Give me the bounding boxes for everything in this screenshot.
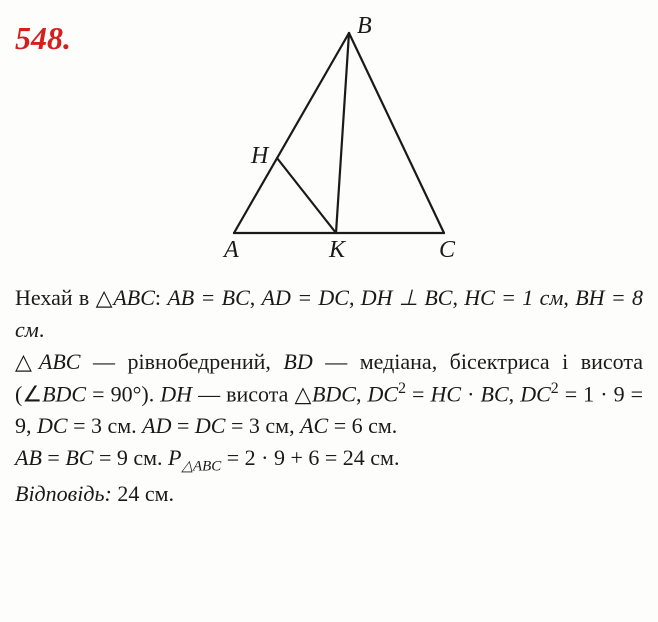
bc: BC <box>481 381 509 406</box>
svg-text:K: K <box>328 237 347 263</box>
t: , <box>452 285 464 310</box>
t: Нехай в △ <box>15 285 113 310</box>
t: = <box>42 445 65 470</box>
eq: AB = BC <box>167 285 249 310</box>
answer-value: 24 см. <box>117 481 174 506</box>
dc: DC <box>368 381 399 406</box>
t: · <box>461 381 480 406</box>
P: P <box>168 445 181 470</box>
t: , <box>250 285 262 310</box>
sq: 2 <box>551 380 559 397</box>
dc: DC <box>520 381 551 406</box>
svg-text:A: A <box>222 237 239 263</box>
t: — рівнобедрений, <box>80 349 283 374</box>
t: = 2 · 9 + 6 = 24 см. <box>221 445 399 470</box>
triangle-svg: A B C K H <box>179 15 479 265</box>
t: = <box>171 413 194 438</box>
svg-text:B: B <box>357 15 372 39</box>
t: . <box>39 317 45 342</box>
ab: AB <box>15 445 42 470</box>
svg-text:H: H <box>250 143 270 169</box>
t: , <box>356 381 368 406</box>
sq: 2 <box>398 380 406 397</box>
psub: △ABC <box>181 458 221 474</box>
t: : <box>155 285 167 310</box>
t: = 3 см. <box>68 413 143 438</box>
t: — висота △ <box>192 381 312 406</box>
t: = 6 см. <box>328 413 397 438</box>
dc: DC <box>37 413 68 438</box>
tri-abc: ABC <box>39 349 81 374</box>
t: △ <box>15 349 39 374</box>
hc: HC <box>431 381 462 406</box>
svg-text:C: C <box>439 237 456 263</box>
dh: DH <box>160 381 192 406</box>
ac: AC <box>300 413 328 438</box>
eq: AD = DC <box>262 285 349 310</box>
triangle-figure: A B C K H <box>15 15 643 274</box>
eq: HC = 1 см <box>464 285 563 310</box>
t: = 9 см. <box>93 445 168 470</box>
t: = 90°). <box>86 381 160 406</box>
t: , <box>349 285 361 310</box>
t: , <box>563 285 575 310</box>
t: = 3 см, <box>225 413 300 438</box>
dc: DC <box>195 413 226 438</box>
t: = <box>406 381 431 406</box>
bc: BC <box>65 445 93 470</box>
bd: BD <box>283 349 312 374</box>
bdc: BDC <box>312 381 356 406</box>
t: , <box>509 381 521 406</box>
answer-label: Відповідь: <box>15 481 117 506</box>
ad: AD <box>142 413 171 438</box>
eq: DH ⊥ BC <box>361 285 453 310</box>
angle: BDC <box>42 381 86 406</box>
solution-text: Нехай в △ABC: AB = BC, AD = DC, DH ⊥ BC,… <box>15 282 643 510</box>
tri-abc: ABC <box>113 285 155 310</box>
